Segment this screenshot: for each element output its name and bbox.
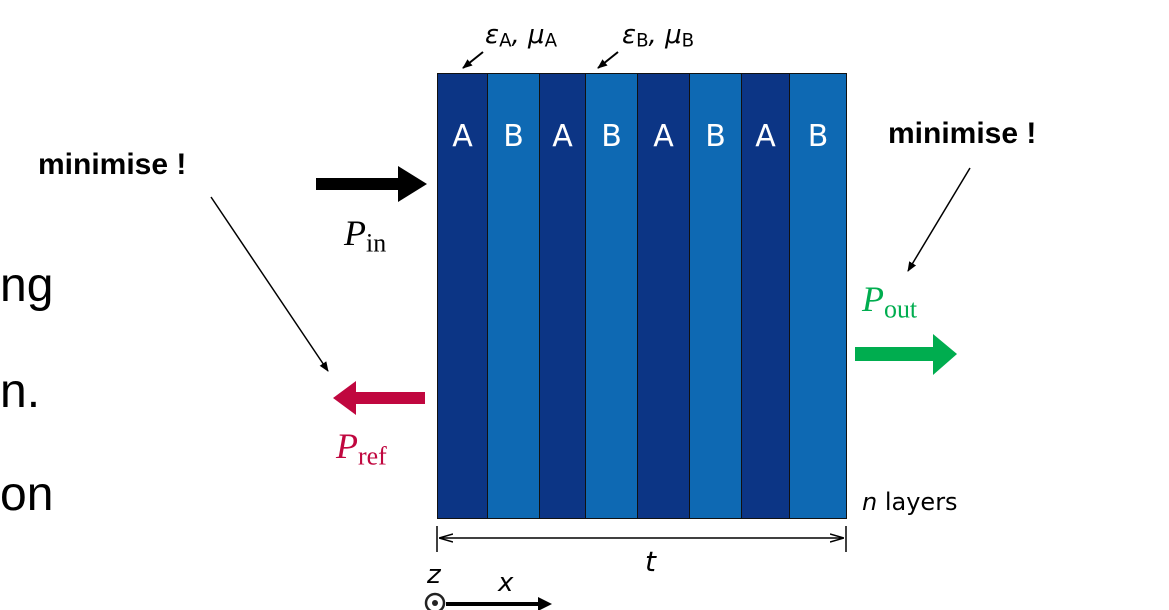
input-arrow-head (398, 166, 427, 202)
layer-4: B (586, 74, 638, 518)
pointer-material-a (462, 51, 484, 69)
reflected-arrow-shaft (355, 392, 425, 404)
layer-label: B (503, 119, 524, 154)
layer-label: B (601, 119, 622, 154)
power-ref-symbol: P (336, 426, 358, 466)
axis-z-label: z (427, 560, 441, 590)
input-arrow (316, 166, 427, 202)
eps-a-sub: A (499, 30, 512, 52)
power-ref-label: Pref (336, 425, 387, 471)
layer-label: A (552, 119, 573, 154)
material-a-params: εA, μA (485, 20, 557, 52)
reflected-arrow-head (333, 381, 356, 415)
text-fragment-3: on (0, 468, 54, 521)
material-a-comma: , (511, 20, 529, 50)
power-in-symbol: P (344, 213, 366, 253)
power-out-sub: out (884, 294, 918, 324)
mu-a-sub: A (544, 30, 558, 52)
layer-6: B (690, 74, 742, 518)
power-out-label: Pout (862, 278, 917, 324)
z-axis-dot-icon (432, 600, 438, 606)
output-arrow-shaft (855, 347, 935, 361)
output-arrow-head (933, 334, 957, 375)
layer-5: A (638, 74, 690, 518)
material-b-params: εB, μB (622, 20, 694, 52)
minimise-reflection-label: minimise ! (38, 148, 187, 181)
power-in-sub: in (366, 228, 387, 258)
layer-label: B (705, 119, 726, 154)
n-layers-var: n (862, 488, 878, 516)
material-b-comma: , (648, 20, 666, 50)
layer-2: B (488, 74, 540, 518)
mu-b-symbol: μ (665, 20, 682, 50)
reflected-arrow (333, 381, 425, 415)
mu-a-symbol: μ (528, 20, 545, 50)
eps-a-symbol: ε (485, 20, 500, 50)
thickness-label: t (645, 545, 656, 578)
layer-label: B (807, 119, 829, 154)
pointer-material-b (597, 51, 619, 69)
mu-b-sub: B (681, 30, 695, 52)
layer-7: A (742, 74, 790, 518)
output-arrow (855, 334, 957, 375)
pointer-to-reflected (210, 196, 329, 372)
axis-x-label: x (498, 568, 514, 598)
eps-b-symbol: ε (622, 20, 637, 50)
eps-b-sub: B (636, 30, 649, 52)
text-fragment-1: ng (0, 259, 54, 312)
x-axis-arrowhead (538, 597, 552, 610)
layer-3: A (540, 74, 586, 518)
power-out-symbol: P (862, 279, 884, 319)
layer-8: B (790, 74, 846, 518)
layer-label: A (755, 119, 776, 154)
n-layers-label: n layers (862, 488, 958, 516)
n-layers-text: layers (877, 488, 958, 516)
power-in-label: Pin (344, 212, 386, 258)
layer-label: A (653, 119, 674, 154)
input-arrow-shaft (316, 178, 400, 190)
pointer-to-output (907, 167, 971, 272)
layer-1: A (438, 74, 488, 518)
power-ref-sub: ref (358, 441, 387, 471)
layer-label: A (452, 119, 473, 154)
text-fragment-2: n. (0, 365, 41, 418)
minimise-transmission-label: minimise ! (888, 117, 1037, 150)
